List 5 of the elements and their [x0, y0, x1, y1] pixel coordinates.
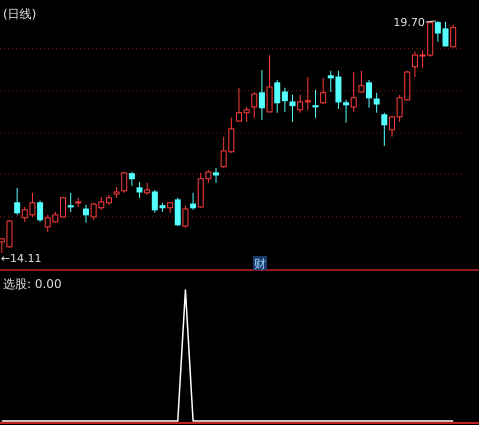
chart-title: 选股: 0.00: [3, 277, 62, 291]
annotation: 19.70: [393, 16, 425, 29]
annotation: ←14.11: [0, 252, 42, 265]
chart-title: (日线): [3, 7, 36, 21]
note: 财: [253, 256, 267, 271]
